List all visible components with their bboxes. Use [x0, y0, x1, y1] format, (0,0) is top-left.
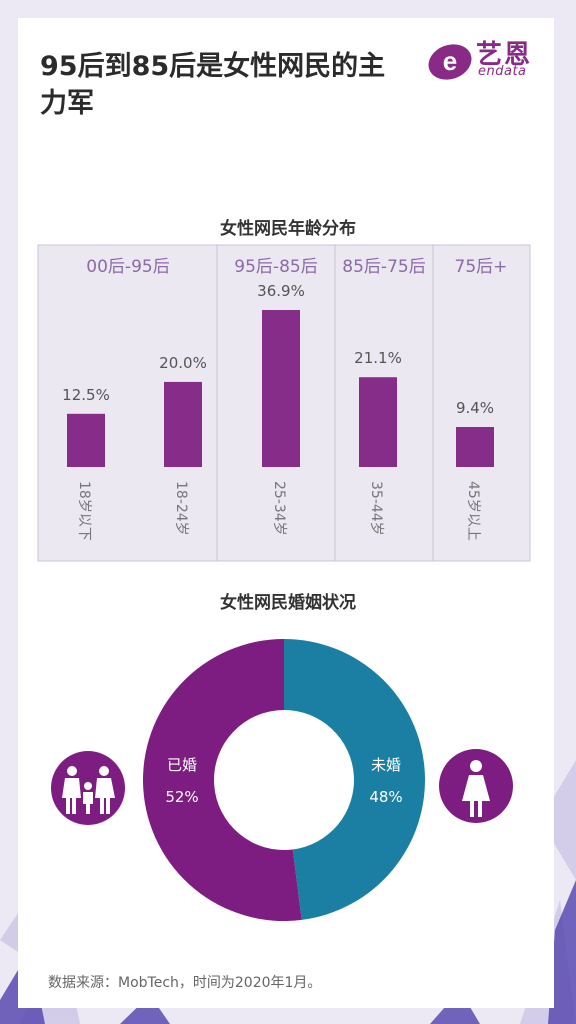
bar-category-label: 18岁以下: [76, 481, 92, 541]
bar-value-label: 9.4%: [456, 399, 494, 417]
bar-5: [456, 427, 494, 467]
age-group-label: 95后-85后: [234, 257, 317, 277]
marital-donut-chart: 已婚 52% 未婚 48%: [143, 639, 426, 921]
bar-value-label: 20.0%: [159, 354, 207, 372]
family-icon: [51, 751, 125, 825]
bar-category-label: 18-24岁: [173, 481, 189, 536]
bar-value-label: 36.9%: [257, 282, 305, 300]
age-group-label: 75后+: [455, 257, 508, 277]
slice-value-label: 52%: [165, 788, 198, 806]
age-group-label: 85后-75后: [342, 257, 425, 277]
bar-3: [262, 310, 300, 467]
bar-1: [67, 413, 105, 467]
marital-chart-title: 女性网民婚姻状况: [220, 593, 356, 613]
slice-unmarried: [284, 639, 426, 920]
bar-value-label: 12.5%: [62, 386, 110, 404]
logo-text-cn: 艺恩: [476, 40, 533, 70]
bar-category-label: 25-34岁: [271, 481, 287, 536]
bar-value-label: 21.1%: [354, 349, 402, 367]
data-source-note: 数据来源：MobTech，时间为2020年1月。: [48, 975, 322, 991]
woman-icon: [439, 749, 513, 823]
bar-category-label: 45岁以上: [465, 481, 481, 541]
age-chart-title: 女性网民年龄分布: [220, 219, 356, 239]
bar-category-label: 35-44岁: [368, 481, 384, 536]
logo-text-en: endata: [478, 64, 527, 79]
age-bar-chart: 00后-95后 95后-85后 85后-75后 75后+ 12.5% 18岁以下 20.0…: [37, 244, 531, 562]
page-title: 95后到85后是女性网民的主力军: [40, 51, 386, 119]
slice-value-label: 48%: [369, 788, 402, 806]
endata-logo: e: [428, 44, 472, 80]
slice-married: [143, 639, 302, 921]
slice-name-label: 未婚: [371, 756, 401, 774]
slice-name-label: 已婚: [167, 756, 197, 774]
svg-text:e: e: [443, 46, 457, 76]
age-group-label: 00后-95后: [86, 257, 169, 277]
bar-4: [359, 377, 397, 467]
bar-2: [164, 381, 202, 467]
